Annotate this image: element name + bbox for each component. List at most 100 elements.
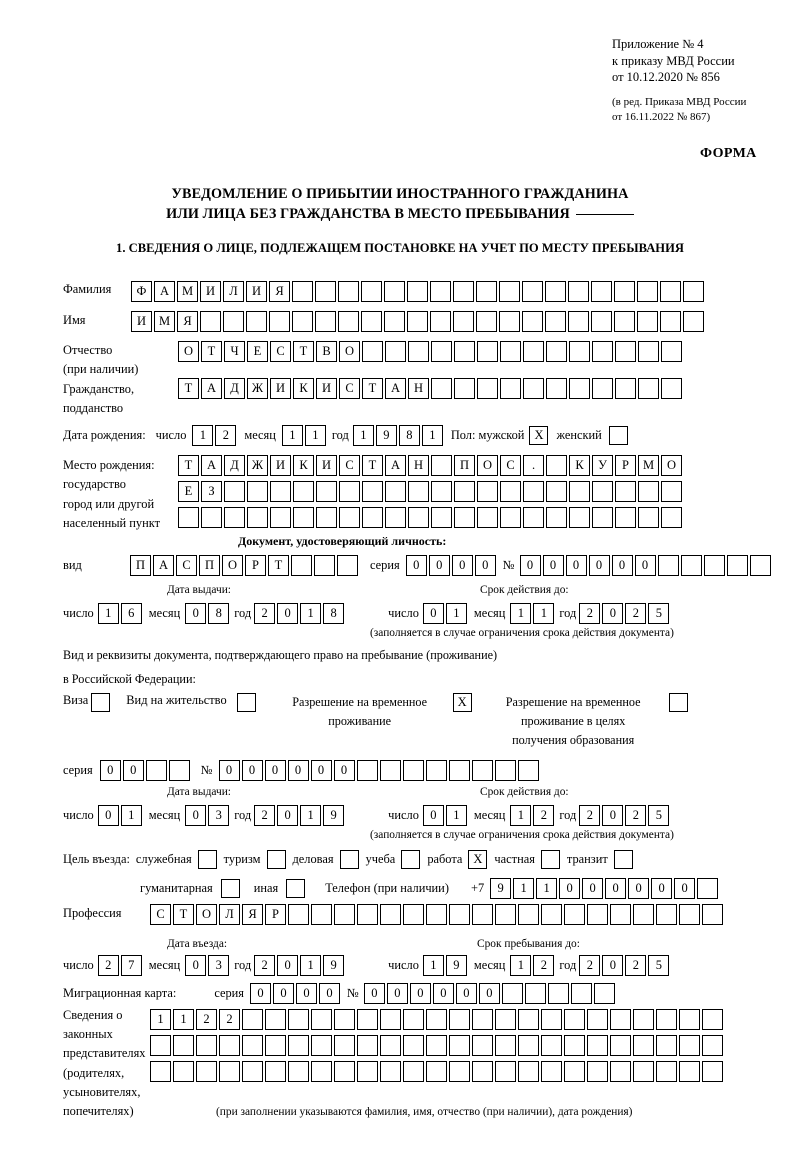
purpose-checkbox-туризм[interactable] <box>266 850 286 869</box>
surname-cell[interactable] <box>660 281 681 302</box>
birthplace-3-cell[interactable] <box>500 507 521 528</box>
birthplace-1-cell[interactable]: А <box>201 455 222 476</box>
stay-number-cell[interactable] <box>379 760 401 781</box>
patronymic-cell[interactable]: Ч <box>224 341 245 362</box>
doc-type-cell[interactable]: А <box>153 555 174 576</box>
surname-cell[interactable] <box>430 281 451 302</box>
doc-type-cell[interactable]: П <box>199 555 220 576</box>
entry-year-cell[interactable]: 1 <box>300 955 322 976</box>
birthplace-1-cell[interactable]: И <box>270 455 291 476</box>
representatives-3-cell[interactable] <box>656 1061 677 1082</box>
surname-cell[interactable]: И <box>200 281 221 302</box>
citizenship-cell[interactable] <box>615 378 636 399</box>
profession-cell[interactable] <box>357 904 378 925</box>
representatives-1-cell[interactable] <box>380 1009 401 1030</box>
sex-male-checkbox[interactable]: X <box>529 426 549 445</box>
representatives-2-cell[interactable] <box>633 1035 654 1056</box>
doc-number-cell[interactable] <box>680 555 702 576</box>
surname-cell[interactable] <box>361 281 382 302</box>
representatives-2-cell[interactable] <box>357 1035 378 1056</box>
representatives-1-cell[interactable] <box>357 1009 378 1030</box>
doc-issue-year-cell[interactable]: 8 <box>323 603 345 624</box>
firstname-cell[interactable] <box>545 311 566 332</box>
doc-type-cell[interactable]: С <box>176 555 197 576</box>
surname-cell[interactable] <box>545 281 566 302</box>
birthplace-3-cell[interactable] <box>523 507 544 528</box>
sex-female-checkbox[interactable] <box>608 426 628 445</box>
stay-until-year-cell[interactable]: 2 <box>579 955 601 976</box>
doc-number-cell[interactable] <box>703 555 725 576</box>
firstname-cell[interactable] <box>453 311 474 332</box>
citizenship-cell[interactable]: И <box>270 378 291 399</box>
stay-issue-year-cell[interactable]: 1 <box>300 805 322 826</box>
birthplace-3-cell[interactable] <box>316 507 337 528</box>
surname-cell[interactable] <box>591 281 612 302</box>
doc-type-cell[interactable]: П <box>130 555 151 576</box>
stay-until-year-cell[interactable]: 5 <box>648 955 670 976</box>
birthplace-2-cell[interactable] <box>661 481 682 502</box>
profession-cell[interactable] <box>403 904 424 925</box>
stay-issue-month-cell[interactable]: 3 <box>208 805 230 826</box>
birthplace-3-cell[interactable] <box>615 507 636 528</box>
birthplace-2-cell[interactable] <box>385 481 406 502</box>
firstname-cell[interactable] <box>568 311 589 332</box>
birthplace-3-cell[interactable] <box>339 507 360 528</box>
patronymic-cell[interactable]: В <box>316 341 337 362</box>
profession-cell[interactable]: С <box>150 904 171 925</box>
representatives-2-cell[interactable] <box>150 1035 171 1056</box>
patronymic-cell[interactable]: О <box>339 341 360 362</box>
doc-issue-year-cell[interactable]: 2 <box>254 603 276 624</box>
phone-cell[interactable]: 0 <box>651 878 673 899</box>
representatives-2-cell[interactable] <box>679 1035 700 1056</box>
birthplace-3-cell[interactable] <box>408 507 429 528</box>
entry-day-cell[interactable]: 2 <box>97 955 119 976</box>
firstname-cell[interactable] <box>200 311 221 332</box>
doc-type-cell[interactable]: О <box>222 555 243 576</box>
patronymic-cell[interactable]: С <box>270 341 291 362</box>
entry-year-cell[interactable]: 0 <box>277 955 299 976</box>
residence-permit-checkbox[interactable] <box>236 693 256 712</box>
surname-cell[interactable]: И <box>246 281 267 302</box>
firstname-cell[interactable] <box>269 311 290 332</box>
surname-cell[interactable]: Л <box>223 281 244 302</box>
doc-number-cell[interactable]: 0 <box>588 555 610 576</box>
profession-cell[interactable] <box>679 904 700 925</box>
birthplace-1-cell[interactable]: У <box>592 455 613 476</box>
doc-issue-year-cell[interactable]: 1 <box>300 603 322 624</box>
birthplace-2-cell[interactable] <box>247 481 268 502</box>
birthplace-3-cell[interactable] <box>431 507 452 528</box>
stay-valid-day-cell[interactable]: 1 <box>445 805 467 826</box>
profession-cell[interactable] <box>495 904 516 925</box>
surname-cell[interactable] <box>292 281 313 302</box>
doc-valid-year-cell[interactable]: 2 <box>625 603 647 624</box>
representatives-2-cell[interactable] <box>541 1035 562 1056</box>
birthplace-3-cell[interactable] <box>201 507 222 528</box>
representatives-1-cell[interactable]: 1 <box>173 1009 194 1030</box>
representatives-1-cell[interactable] <box>518 1009 539 1030</box>
migration-number-cell[interactable]: 0 <box>432 983 454 1004</box>
migration-number-cell[interactable] <box>547 983 569 1004</box>
purpose-checkbox-служебная[interactable] <box>197 850 217 869</box>
stay-number-cell[interactable] <box>402 760 424 781</box>
surname-cell[interactable] <box>384 281 405 302</box>
migration-series-cell[interactable]: 0 <box>319 983 340 1004</box>
birthplace-3-cell[interactable] <box>569 507 590 528</box>
firstname-cell[interactable] <box>660 311 681 332</box>
phone-cell[interactable]: 0 <box>559 878 581 899</box>
profession-cell[interactable]: Л <box>219 904 240 925</box>
citizenship-cell[interactable]: И <box>316 378 337 399</box>
citizenship-cell[interactable]: К <box>293 378 314 399</box>
patronymic-cell[interactable] <box>661 341 682 362</box>
representatives-3-cell[interactable] <box>449 1061 470 1082</box>
surname-cell[interactable] <box>522 281 543 302</box>
